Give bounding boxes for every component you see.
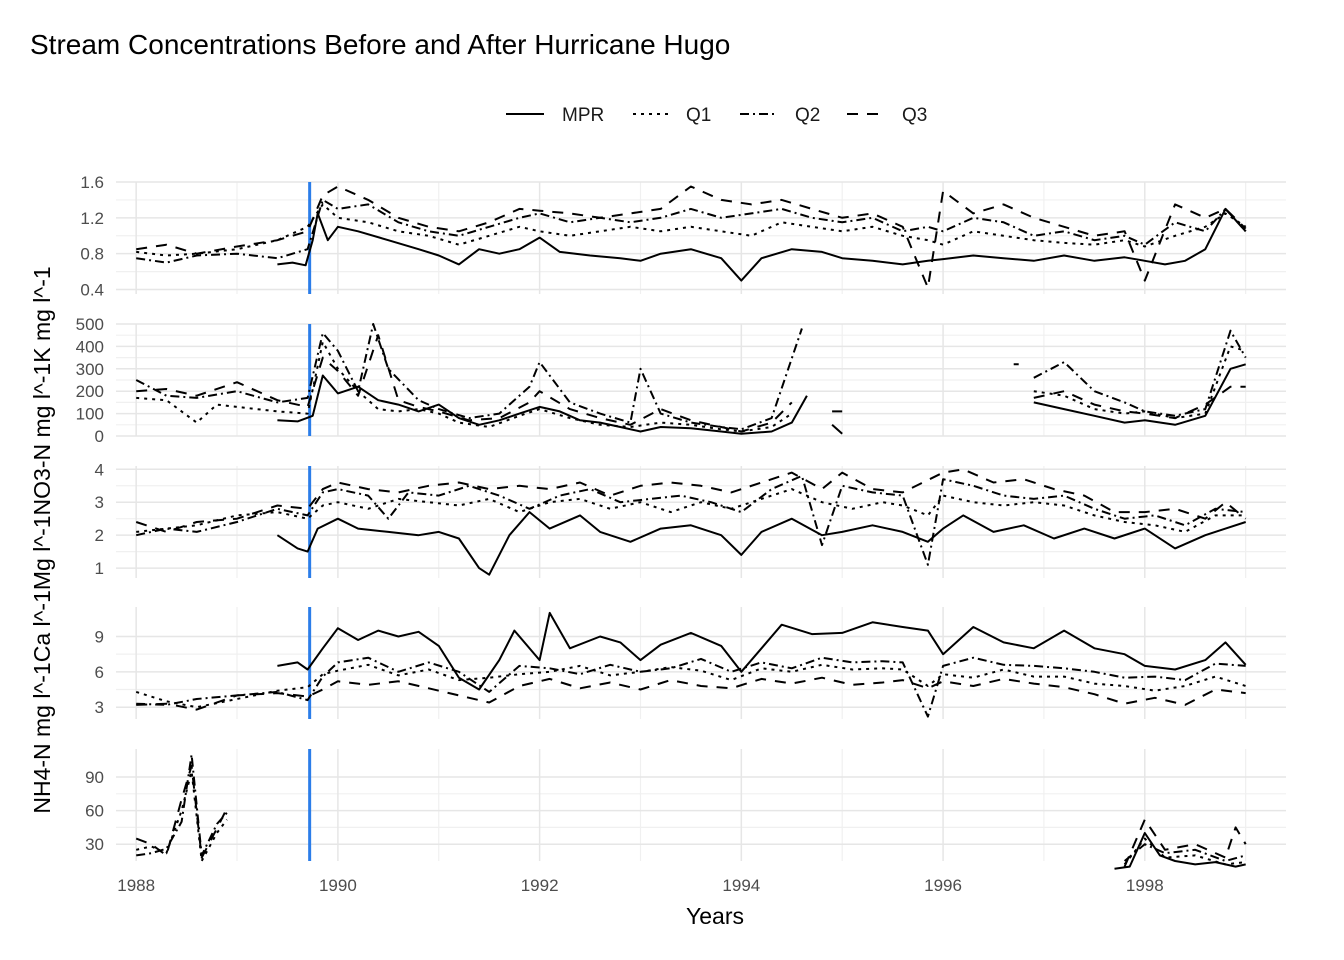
x-tick-label: 1996 [924, 876, 962, 895]
series-q3-k [136, 185, 1247, 289]
y-tick-label: 0 [95, 427, 104, 446]
series-q1-no3 [136, 340, 1246, 433]
y-tick-label: 1 [95, 559, 104, 578]
panel-mg: 1 2 3 4 [95, 460, 1286, 578]
y-title-segment: NO3-N mg l^-1 [29, 363, 55, 516]
x-axis: 1988 1990 1992 1994 1996 1998 [117, 876, 1163, 895]
y-tick-label: 400 [76, 337, 104, 356]
series-q2-nh4 [136, 753, 1246, 862]
x-tick-label: 1998 [1126, 876, 1164, 895]
panel-nh4: 30 60 90 [85, 749, 1286, 870]
series-mpr-nh4 [1114, 832, 1246, 870]
panel-no3: 0 100 200 300 400 500 [76, 315, 1286, 446]
legend-label-q3: Q3 [902, 105, 927, 126]
chart-title: Stream Concentrations Before and After H… [30, 29, 730, 60]
y-tick-label: 100 [76, 405, 104, 424]
y-tick-label: 1.2 [80, 209, 104, 228]
y-tick-label: 3 [95, 698, 104, 717]
legend: MPR Q1 Q2 Q3 [506, 105, 927, 126]
y-tick-label: 2 [95, 526, 104, 545]
series-q3-mg [135, 468, 1247, 533]
y-tick-label: 500 [76, 315, 104, 334]
series-q2-no3 [135, 323, 1247, 431]
y-title-segment: NH4-N mg l^-1 [29, 662, 55, 813]
y-tick-label: 0.4 [80, 281, 104, 300]
series-q1-mg [136, 488, 1246, 533]
panels: 0.4 0.8 1.2 1.6 0 100 200 300 400 500 1 2 3 4 3 6 9 30 60 9… [76, 173, 1286, 870]
series-q1-k [136, 203, 1247, 257]
series-mpr-mg [276, 511, 1247, 576]
series-q3-nh4 [135, 764, 1247, 867]
y-tick-label: 9 [95, 627, 104, 646]
y-tick-label: 4 [95, 460, 104, 479]
panel-ca: 3 6 9 [95, 607, 1286, 719]
y-tick-label: 300 [76, 360, 104, 379]
y-tick-label: 90 [85, 768, 104, 787]
x-tick-label: 1992 [521, 876, 559, 895]
x-axis-title: Years [686, 903, 744, 929]
series-q1-ca [135, 663, 1246, 709]
series-mpr-k [277, 207, 1247, 282]
series-mpr-no3 [277, 363, 1246, 435]
y-tick-label: 6 [95, 663, 104, 682]
series-q2-ca [136, 656, 1246, 718]
y-tick-label: 60 [85, 802, 104, 821]
panel-k: 0.4 0.8 1.2 1.6 [80, 173, 1286, 300]
series-q3-ca [136, 676, 1246, 711]
legend-label-q1: Q1 [686, 105, 711, 126]
series-q1-nh4 [135, 770, 1246, 866]
series-q2-mg [135, 474, 1246, 566]
legend-label-q2: Q2 [795, 105, 820, 126]
y-tick-label: 30 [85, 835, 104, 854]
x-tick-label: 1994 [722, 876, 760, 895]
y-title-segment: Ca l^-1 [29, 590, 55, 662]
series-mpr-ca [277, 611, 1247, 691]
y-title-segment: Mg l^-1 [29, 515, 55, 590]
x-tick-label: 1988 [117, 876, 155, 895]
y-title-segment: K mg l^-1 [29, 266, 55, 362]
y-axis-title-group: NH4-N mg l^-1Ca l^-1Mg l^-1NO3-N mg l^-1… [29, 266, 55, 813]
y-tick-label: 200 [76, 382, 104, 401]
y-tick-label: 1.6 [80, 173, 104, 192]
y-axis-title: NH4-N mg l^-1Ca l^-1Mg l^-1NO3-N mg l^-1… [29, 266, 55, 813]
legend-label-mpr: MPR [562, 105, 604, 126]
series-q2-k [136, 198, 1247, 264]
x-tick-label: 1990 [319, 876, 357, 895]
series-q3-no3 [136, 334, 1246, 433]
y-tick-label: 3 [95, 493, 104, 512]
y-tick-label: 0.8 [80, 245, 104, 264]
